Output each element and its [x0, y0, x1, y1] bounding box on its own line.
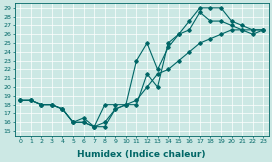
X-axis label: Humidex (Indice chaleur): Humidex (Indice chaleur): [78, 150, 206, 159]
